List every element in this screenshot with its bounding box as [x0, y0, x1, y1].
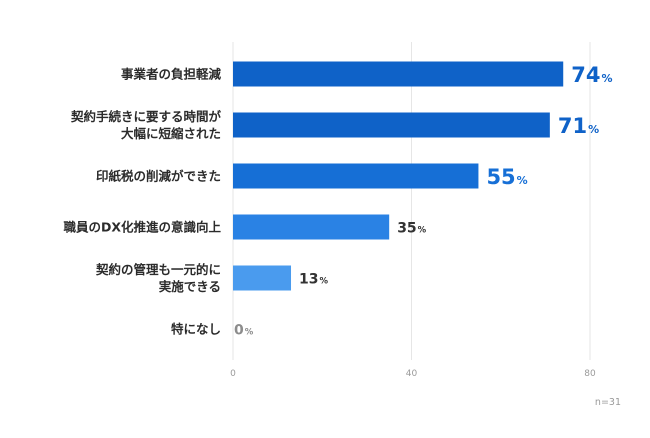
bar-5	[233, 265, 292, 291]
value-label-6: 0%	[234, 323, 254, 339]
value-label-5: 13%	[299, 272, 328, 288]
value-label-3: 55%	[486, 165, 527, 189]
tick-label-layer: 0 40 80	[230, 369, 596, 379]
bar-layer	[233, 61, 564, 291]
category-label-5: 契約の管理も一元的に実施できる	[95, 262, 221, 294]
bar-2	[233, 112, 550, 138]
value-label-2: 71%	[558, 114, 599, 138]
grid-layer	[232, 42, 591, 360]
value-label-layer: 74% 71% 55% 35% 13% 0%	[234, 63, 612, 339]
value-label-4: 35%	[397, 221, 426, 237]
category-label-layer: 事業者の負担軽減契約手続きに要する時間が大幅に短縮された印紙税の削減ができた職員…	[63, 67, 221, 337]
category-label-6: 特になし	[171, 322, 221, 337]
bar-4	[233, 214, 390, 240]
category-label-2: 契約手続きに要する時間が大幅に短縮された	[70, 109, 222, 141]
category-label-4: 職員のDX化推進の意識向上	[63, 220, 221, 235]
bar-1	[233, 61, 564, 87]
category-label-1: 事業者の負担軽減	[121, 67, 222, 82]
tick-label-0: 0	[230, 369, 236, 379]
tick-label-40: 40	[406, 369, 418, 379]
value-label-1: 74%	[571, 63, 612, 87]
sample-size-note: n=31	[595, 397, 621, 408]
category-label-3: 印紙税の削減ができた	[96, 169, 221, 184]
tick-label-80: 80	[584, 369, 596, 379]
bar-3	[233, 163, 479, 189]
